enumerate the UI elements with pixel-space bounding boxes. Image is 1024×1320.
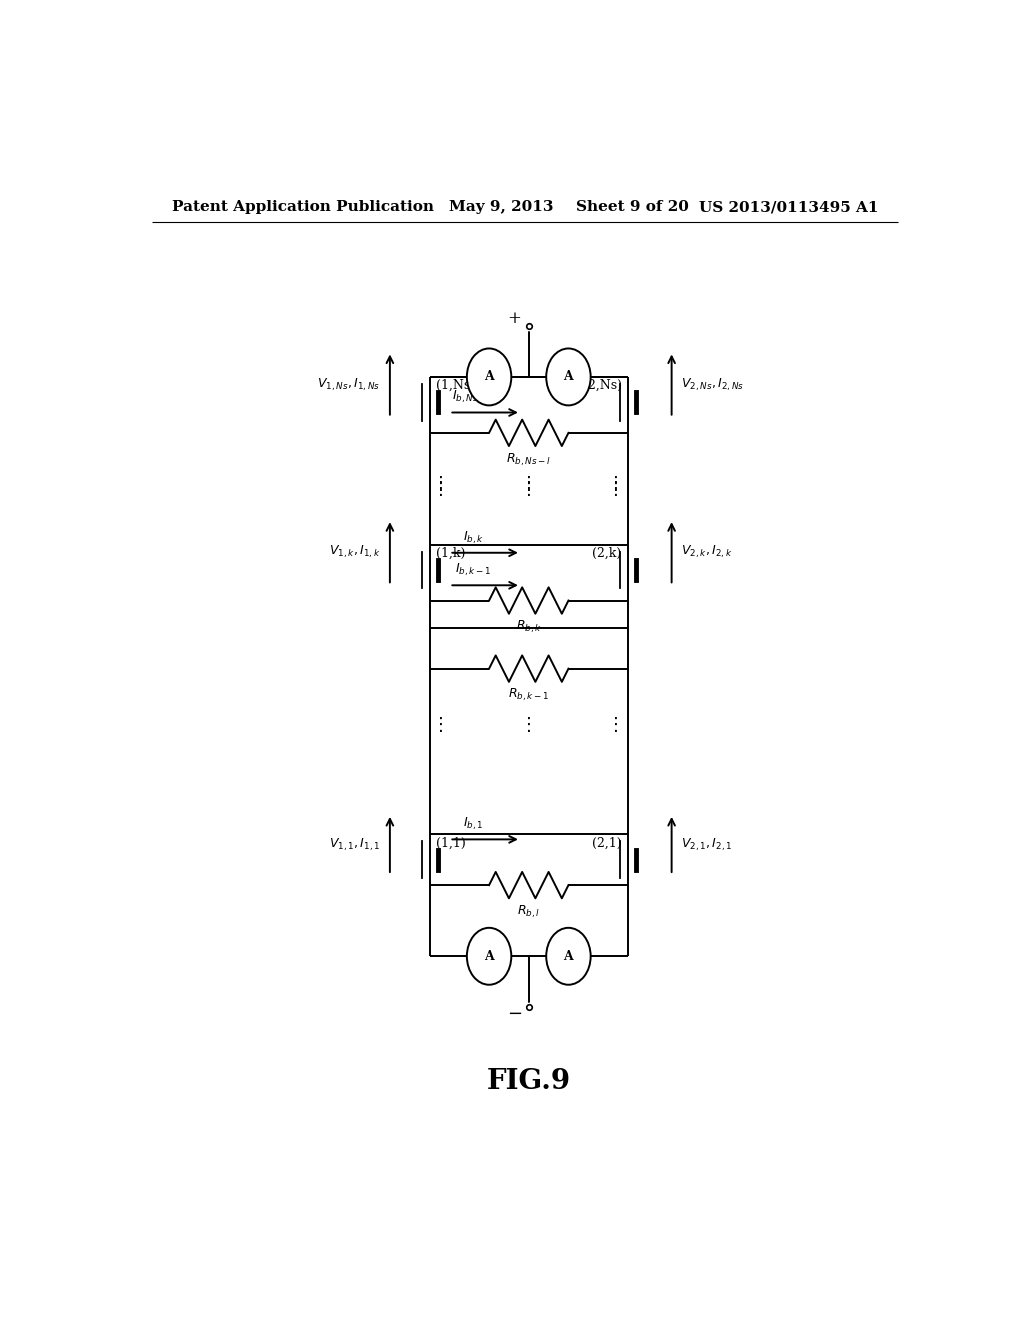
Text: ⋮: ⋮ [520,715,538,734]
Text: ⋮: ⋮ [520,479,538,498]
Text: ⋮: ⋮ [520,475,538,492]
Text: FIG.9: FIG.9 [486,1068,570,1094]
Circle shape [467,928,511,985]
Text: $R_{b,l}$: $R_{b,l}$ [517,903,541,920]
Text: ⋮: ⋮ [432,715,451,734]
Text: $I_{b,k-1}$: $I_{b,k-1}$ [455,562,492,578]
Text: ⋮: ⋮ [607,475,625,492]
Text: $R_{b,Ns-l}$: $R_{b,Ns-l}$ [506,451,551,467]
Text: ⋮: ⋮ [432,475,451,492]
Text: (1,1): (1,1) [436,837,466,849]
Text: $R_{b,k-1}$: $R_{b,k-1}$ [508,686,550,704]
Text: A: A [484,371,494,383]
Text: ⋮: ⋮ [607,715,625,734]
Text: $V_{2,Ns},I_{2,Ns}$: $V_{2,Ns},I_{2,Ns}$ [681,376,744,393]
Text: ⋮: ⋮ [432,479,451,498]
Text: A: A [563,371,573,383]
Text: Sheet 9 of 20: Sheet 9 of 20 [577,201,689,214]
Text: $I_{b,1}$: $I_{b,1}$ [463,816,483,833]
Text: −: − [507,1006,522,1023]
Text: $R_{b,k}$: $R_{b,k}$ [516,619,542,635]
Text: Patent Application Publication: Patent Application Publication [172,201,433,214]
Circle shape [467,348,511,405]
Text: ⋮: ⋮ [607,479,625,498]
Text: A: A [484,950,494,962]
Text: $V_{1,k},I_{1,k}$: $V_{1,k},I_{1,k}$ [329,544,380,561]
Text: May 9, 2013: May 9, 2013 [450,201,554,214]
Text: $V_{2,1},I_{2,1}$: $V_{2,1},I_{2,1}$ [681,837,732,853]
Text: $V_{2,k},I_{2,k}$: $V_{2,k},I_{2,k}$ [681,544,732,561]
Text: (2,Ns): (2,Ns) [583,379,622,392]
Text: (1,k): (1,k) [436,546,465,560]
Text: A: A [563,950,573,962]
Text: (2,k): (2,k) [592,546,622,560]
Text: $V_{1,1},I_{1,1}$: $V_{1,1},I_{1,1}$ [329,837,380,853]
Text: $I_{b,Ns-1}$: $I_{b,Ns-1}$ [452,389,495,405]
Text: US 2013/0113495 A1: US 2013/0113495 A1 [699,201,879,214]
Circle shape [546,928,591,985]
Text: (2,1): (2,1) [592,837,622,849]
Circle shape [546,348,591,405]
Text: +: + [508,310,521,327]
Text: $I_{b,k}$: $I_{b,k}$ [463,529,483,545]
Text: (1,Ns): (1,Ns) [436,379,475,392]
Text: $V_{1,Ns},I_{1,Ns}$: $V_{1,Ns},I_{1,Ns}$ [317,376,380,393]
